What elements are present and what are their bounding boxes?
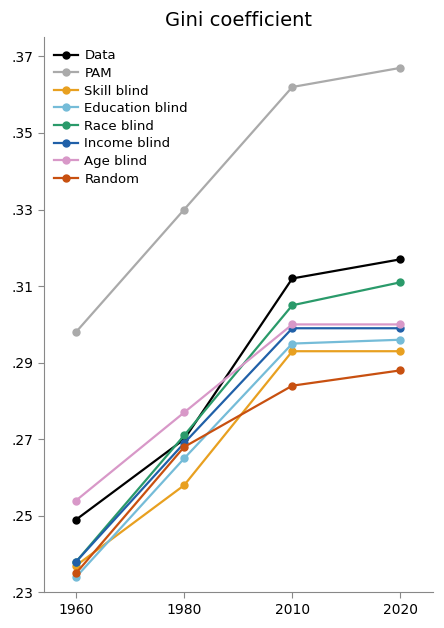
PAM — [73, 328, 79, 336]
Education blind — [182, 455, 187, 462]
Line: PAM: PAM — [72, 65, 404, 335]
Education blind — [398, 336, 403, 344]
Age blind — [182, 409, 187, 416]
Race blind — [73, 558, 79, 566]
Age blind — [398, 321, 403, 328]
Race blind — [182, 431, 187, 439]
Legend: Data, PAM, Skill blind, Education blind, Race blind, Income blind, Age blind, Ra: Data, PAM, Skill blind, Education blind,… — [54, 50, 188, 186]
PAM — [182, 206, 187, 214]
Data — [73, 516, 79, 524]
Line: Random: Random — [72, 367, 404, 577]
PAM — [398, 64, 403, 72]
Age blind — [73, 497, 79, 504]
Line: Income blind: Income blind — [72, 325, 404, 565]
Line: Age blind: Age blind — [72, 321, 404, 504]
Income blind — [73, 558, 79, 566]
Random — [73, 570, 79, 577]
Skill blind — [289, 347, 295, 355]
Title: Gini coefficient: Gini coefficient — [165, 11, 312, 30]
Income blind — [289, 325, 295, 332]
Data — [398, 256, 403, 263]
Income blind — [182, 440, 187, 447]
Data — [289, 274, 295, 282]
Education blind — [289, 340, 295, 347]
Line: Skill blind: Skill blind — [72, 348, 404, 569]
Income blind — [398, 325, 403, 332]
Random — [398, 367, 403, 374]
Race blind — [289, 301, 295, 309]
Random — [182, 443, 187, 451]
Line: Education blind: Education blind — [72, 336, 404, 581]
Line: Data: Data — [72, 256, 404, 523]
Skill blind — [182, 482, 187, 489]
Race blind — [398, 279, 403, 286]
Education blind — [73, 573, 79, 581]
Random — [289, 382, 295, 389]
Data — [182, 436, 187, 443]
Skill blind — [73, 562, 79, 570]
Age blind — [289, 321, 295, 328]
Line: Race blind: Race blind — [72, 279, 404, 565]
PAM — [289, 84, 295, 91]
Skill blind — [398, 347, 403, 355]
